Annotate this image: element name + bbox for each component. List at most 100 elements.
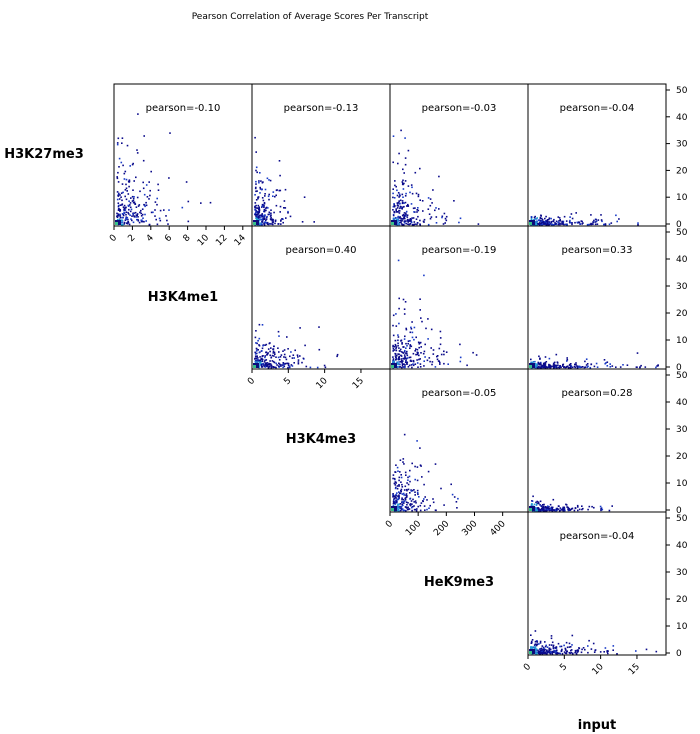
point (535, 218, 538, 220)
point (402, 509, 405, 512)
point (546, 652, 548, 655)
point (559, 509, 561, 511)
point (567, 507, 570, 509)
point (534, 365, 537, 367)
point (123, 172, 126, 175)
point (548, 357, 551, 360)
point (165, 215, 167, 217)
point (577, 509, 579, 512)
point (560, 223, 563, 225)
point (144, 205, 146, 208)
point (261, 355, 264, 357)
point (657, 364, 659, 366)
point (397, 342, 399, 345)
point (399, 195, 401, 197)
point (459, 356, 462, 359)
point (263, 217, 265, 219)
point (543, 364, 545, 366)
panel-points (529, 630, 658, 655)
panel-r2-c2: pearson=-0.05 (389, 368, 529, 513)
point (119, 215, 122, 217)
point (603, 359, 606, 361)
point (539, 500, 542, 503)
point (570, 649, 573, 651)
pearson-label: pearson=0.28 (561, 388, 632, 399)
point (396, 202, 399, 204)
point (539, 640, 542, 643)
point (156, 203, 158, 206)
point (290, 351, 292, 353)
point (396, 485, 399, 487)
point (158, 217, 161, 220)
point (163, 209, 165, 211)
point (456, 507, 458, 509)
point (551, 365, 553, 368)
point (129, 202, 132, 204)
point (402, 498, 405, 501)
point (655, 650, 658, 653)
point (397, 506, 399, 509)
point (600, 507, 602, 510)
point (411, 366, 413, 369)
point (557, 364, 559, 366)
point (578, 221, 580, 223)
point (254, 136, 256, 139)
point (567, 367, 570, 369)
point (416, 353, 419, 356)
y-tick-label: 0 (676, 220, 682, 230)
point (622, 364, 624, 366)
point (411, 462, 413, 465)
point (403, 214, 406, 217)
point (263, 204, 265, 207)
point (570, 508, 572, 511)
point (275, 362, 277, 365)
point (398, 350, 401, 352)
y-tick-label: 40 (676, 541, 688, 551)
point (255, 352, 258, 355)
point (129, 204, 131, 206)
point (414, 500, 417, 502)
point (404, 157, 407, 159)
point (265, 219, 267, 222)
point (297, 361, 300, 363)
point (593, 506, 595, 509)
point (398, 357, 400, 359)
point (423, 365, 425, 367)
point (564, 647, 567, 650)
point (607, 650, 609, 652)
point (566, 357, 568, 359)
point (537, 362, 540, 365)
point (428, 213, 431, 215)
point (117, 202, 120, 204)
point (259, 356, 261, 358)
point (536, 651, 539, 654)
label-h3k27me3: H3K27me3 (4, 147, 84, 162)
point (640, 364, 642, 367)
point (405, 212, 407, 215)
point (553, 224, 555, 226)
point (421, 200, 424, 202)
point (404, 180, 407, 182)
point (124, 189, 127, 191)
y-tick-label: 20 (676, 452, 688, 462)
point (269, 222, 271, 225)
point (275, 194, 277, 197)
point (571, 217, 574, 220)
point (277, 223, 280, 225)
point (542, 650, 544, 652)
point (149, 194, 151, 197)
point (427, 223, 430, 226)
point (324, 366, 327, 369)
point (264, 366, 267, 368)
point (554, 647, 556, 649)
point (545, 361, 548, 363)
point (139, 190, 141, 193)
point (283, 356, 285, 358)
point (392, 314, 395, 317)
point (608, 509, 611, 512)
point (401, 214, 404, 217)
point (117, 205, 120, 208)
point (416, 348, 419, 351)
point (472, 351, 474, 354)
